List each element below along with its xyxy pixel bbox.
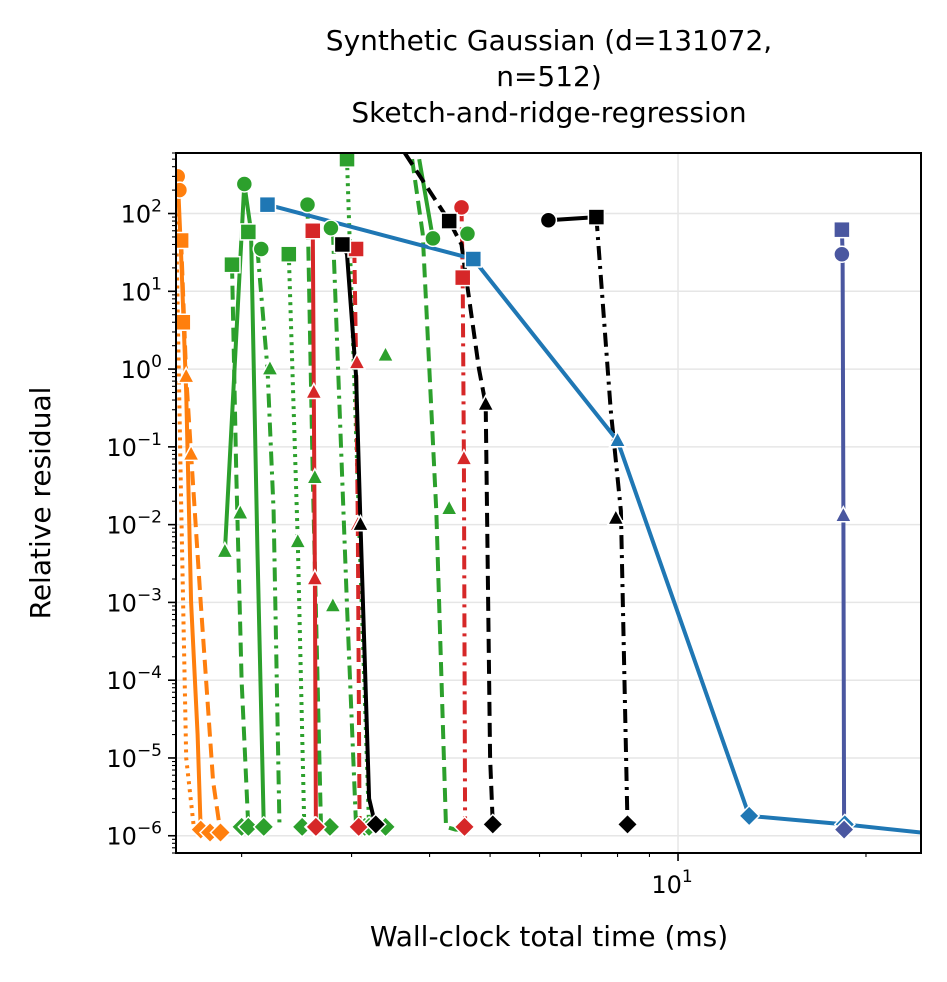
- square-marker: [833, 220, 851, 239]
- y-tick-label: 10−4: [106, 663, 162, 695]
- triangle-marker: [176, 366, 196, 384]
- y-tick-label: 100: [121, 352, 162, 384]
- triangle-marker: [181, 443, 201, 462]
- triangle-marker: [231, 502, 250, 521]
- series-line: [330, 230, 370, 829]
- square-marker: [176, 313, 192, 332]
- diamond-marker: [453, 815, 476, 838]
- square-marker: [338, 153, 356, 168]
- circle-marker: [539, 211, 558, 229]
- x-tick-label: 101: [651, 867, 692, 899]
- diamond-marker: [347, 815, 370, 838]
- triangle-marker: [376, 344, 395, 363]
- triangle-marker: [608, 430, 627, 448]
- title-line-1: Synthetic Gaussian (d=131072,: [326, 24, 772, 57]
- series-line: [305, 204, 330, 829]
- diamond-marker: [252, 815, 275, 838]
- triangle-marker: [439, 498, 459, 516]
- diamond-marker: [738, 804, 761, 827]
- series-line: [266, 202, 921, 835]
- series-line: [417, 158, 435, 239]
- triangle-marker: [347, 352, 367, 370]
- y-tick-label: 10−1: [106, 430, 162, 462]
- y-axis-label: Relative residual: [24, 387, 57, 620]
- triangle-marker: [834, 505, 853, 523]
- circle-marker: [235, 175, 254, 193]
- square-marker: [453, 268, 472, 287]
- plot-area: [176, 153, 921, 844]
- diamond-marker: [209, 821, 232, 844]
- series-line: [255, 248, 282, 827]
- y-tick-label: 102: [121, 197, 162, 229]
- square-marker: [280, 245, 298, 263]
- circle-marker: [424, 229, 442, 248]
- square-marker: [239, 223, 258, 241]
- x-axis-label: Wall-clock total time (ms): [370, 920, 728, 953]
- square-marker: [587, 208, 606, 226]
- triangle-marker: [476, 393, 495, 412]
- circle-marker: [252, 240, 270, 258]
- plot-frame: [175, 152, 922, 854]
- series-line: [410, 158, 468, 832]
- y-tick-label: 10−5: [106, 741, 162, 773]
- square-marker: [333, 235, 352, 254]
- series-line: [459, 207, 468, 833]
- triangle-marker: [323, 595, 343, 613]
- series-line: [230, 264, 251, 827]
- circle-marker: [458, 224, 477, 243]
- series-line: [594, 216, 630, 825]
- triangle-marker: [304, 381, 324, 400]
- y-tick-label: 101: [121, 274, 162, 306]
- triangle-marker: [260, 358, 280, 376]
- diamond-marker: [833, 818, 856, 841]
- title-line-3: Sketch-and-ridge-regression: [351, 96, 746, 129]
- diamond-marker: [304, 815, 327, 838]
- series-line: [839, 229, 847, 830]
- series-line: [403, 153, 495, 825]
- circle-marker: [176, 181, 189, 199]
- square-marker: [176, 231, 190, 250]
- triangle-marker: [454, 448, 474, 466]
- y-tick-label: 10−2: [106, 508, 162, 540]
- triangle-marker: [606, 507, 626, 526]
- y-axis-ticks: 102 101 100 10−1 10−2 10−3 10−4 10−5 10−6: [106, 152, 176, 854]
- square-marker: [258, 195, 277, 214]
- y-tick-label: 10−6: [106, 819, 162, 851]
- triangle-marker: [305, 467, 325, 485]
- y-tick-label: 10−3: [106, 585, 162, 617]
- triangle-marker: [288, 531, 308, 549]
- series-line: [176, 213, 197, 833]
- title-line-2: n=512): [496, 60, 602, 93]
- circle-marker: [322, 219, 340, 237]
- triangle-marker: [351, 514, 370, 532]
- square-marker: [223, 255, 241, 274]
- circle-marker: [298, 195, 317, 214]
- series-line: [179, 240, 223, 833]
- circle-marker: [452, 198, 471, 217]
- triangle-marker: [305, 568, 325, 586]
- square-marker: [304, 222, 322, 240]
- diamond-marker: [616, 813, 639, 836]
- diamond-marker: [481, 813, 504, 836]
- square-marker: [464, 250, 483, 268]
- chart-title: Synthetic Gaussian (d=131072, n=512) Ske…: [326, 24, 772, 129]
- diamond-marker: [364, 813, 387, 836]
- x-axis-ticks: 101: [241, 853, 867, 899]
- square-marker: [440, 212, 458, 230]
- circle-marker: [833, 245, 851, 263]
- triangle-marker: [215, 541, 235, 559]
- diamond-marker: [237, 815, 260, 838]
- series-line: [310, 230, 319, 833]
